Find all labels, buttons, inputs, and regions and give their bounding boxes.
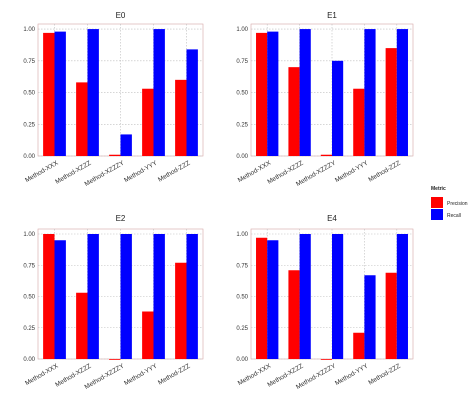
y-tick-label: 0.75 [23,59,35,65]
legend: Metric Precision Recall [431,186,468,220]
bar-recall [364,29,376,157]
y-tick-label: 0.00 [23,154,35,160]
bar-recall [267,31,279,156]
legend-title: Metric [431,186,446,192]
y-tick-label: 0.50 [23,91,35,97]
bar-recall [332,60,344,156]
bar-precision [288,270,300,359]
x-tick-label: Method-YYY [123,362,159,387]
y-tick-label: 0.00 [236,154,248,160]
y-tick-label: 0.00 [23,357,35,363]
chart-panels: 0.000.250.500.751.00Method-XXXMethod-XZZ… [23,11,414,391]
y-tick-label: 0.75 [236,59,248,65]
y-tick-label: 1.00 [236,232,248,238]
x-tick-label: Method-YYY [334,362,370,387]
bar-precision [256,237,268,359]
y-tick-label: 1.00 [23,27,35,33]
bar-recall [153,234,165,359]
y-tick-label: 0.25 [23,326,35,332]
bar-recall [364,275,376,359]
y-tick-label: 0.25 [236,326,248,332]
y-tick-label: 1.00 [236,27,248,33]
panel-e0: 0.000.250.500.751.00Method-XXXMethod-XZZ… [23,11,204,188]
x-tick-label: Method-ZZZ [367,363,401,387]
bar-precision [76,82,88,156]
bar-recall [54,31,66,156]
bar-precision [142,88,154,156]
bar-precision [353,332,365,359]
bar-precision [385,48,397,156]
panel-e1: 0.000.250.500.751.00Method-XXXMethod-XZZ… [236,11,414,188]
bar-recall [120,134,132,156]
bar-precision [142,311,154,359]
bar-precision [109,359,121,360]
bar-precision [175,262,187,359]
bar-recall [186,49,198,157]
y-tick-label: 0.50 [236,91,248,97]
panel-title: E2 [116,214,126,223]
x-tick-label: Method-YYY [123,159,159,184]
bar-precision [353,88,365,156]
panel-title: E1 [327,11,337,20]
bar-recall [87,29,99,157]
bar-recall [267,240,279,359]
panel-title: E4 [327,214,337,223]
y-tick-label: 0.25 [23,122,35,128]
x-tick-label: Method-ZZZ [157,363,191,387]
y-tick-label: 1.00 [23,232,35,238]
y-tick-label: 0.75 [23,263,35,269]
bar-precision [76,292,88,359]
bar-precision [43,32,55,157]
bar-recall [87,234,99,359]
bar-precision [320,154,332,156]
bar-precision [175,79,187,156]
bar-recall [186,234,198,359]
panel-e2: 0.000.250.500.751.00Method-XXXMethod-XZZ… [23,214,204,391]
bar-recall [396,29,408,157]
x-tick-label: Method-ZZZ [157,160,191,184]
bar-precision [320,359,332,360]
bar-precision [256,32,268,157]
legend-label-recall: Recall [447,213,461,219]
bar-recall [120,234,132,359]
bar-precision [109,154,121,156]
x-tick-label: Method-YYY [334,159,370,184]
x-tick-label: Method-ZZZ [367,160,401,184]
y-tick-label: 0.50 [23,295,35,301]
bar-precision [288,67,300,156]
legend-label-precision: Precision [447,201,468,207]
y-tick-label: 0.00 [236,357,248,363]
y-tick-label: 0.50 [236,295,248,301]
bar-recall [299,29,311,157]
legend-swatch-recall [431,209,443,220]
bar-recall [332,234,344,359]
panel-e4: 0.000.250.500.751.00Method-XXXMethod-XZZ… [236,214,414,391]
bar-precision [385,272,397,359]
bar-recall [396,234,408,359]
y-tick-label: 0.25 [236,122,248,128]
y-tick-label: 0.75 [236,263,248,269]
bar-recall [54,240,66,359]
bar-recall [299,234,311,359]
legend-swatch-precision [431,197,443,208]
bar-precision [43,234,55,359]
bar-recall [153,29,165,157]
panel-title: E0 [116,11,126,20]
